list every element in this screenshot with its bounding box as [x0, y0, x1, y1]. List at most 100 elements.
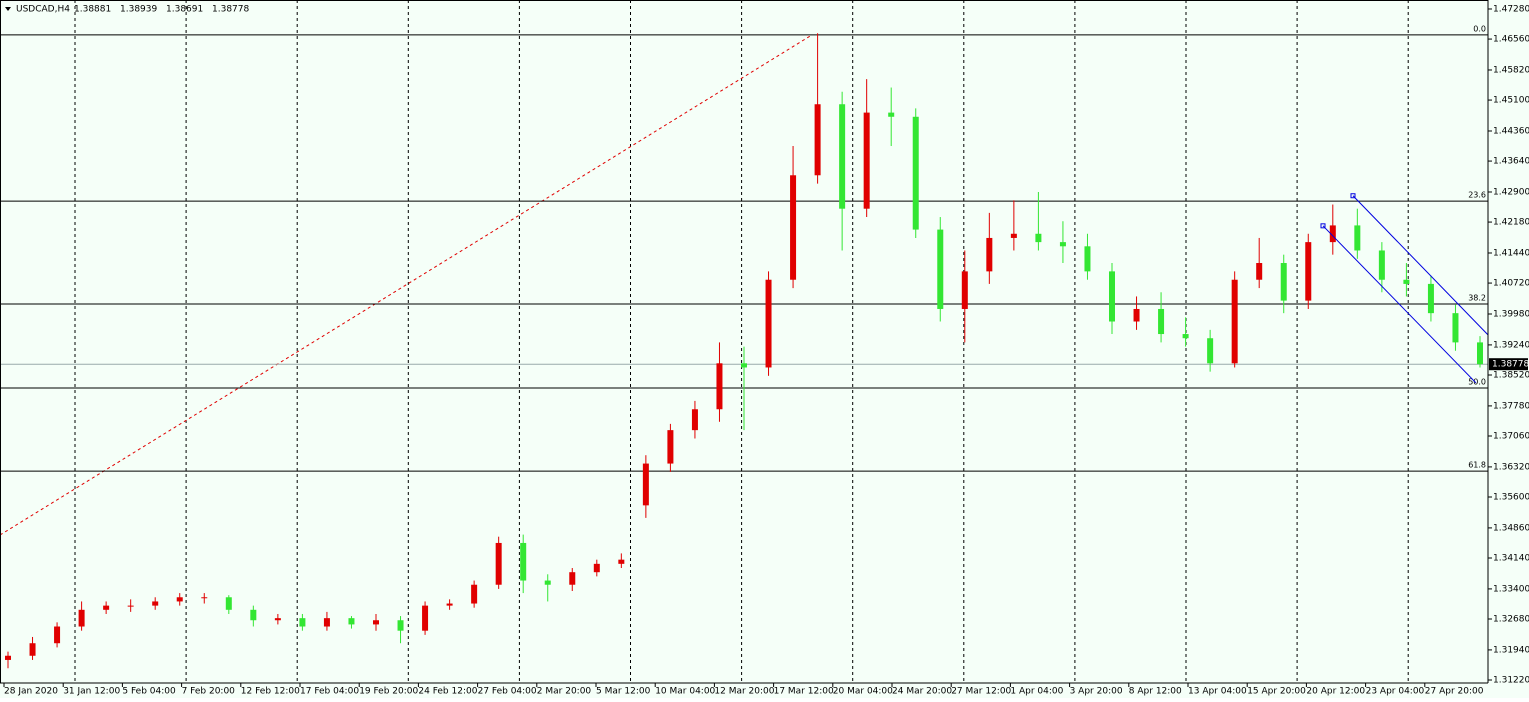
candle-body [1182, 334, 1189, 339]
x-tick-label: 15 Apr 20:00 [1247, 687, 1306, 697]
channel-upper [1352, 195, 1489, 336]
candle-body [152, 601, 159, 606]
y-tick-label: 1.36320 [1493, 462, 1529, 472]
x-tick-label: 28 Jan 2020 [4, 687, 58, 697]
menu-triangle [5, 7, 11, 11]
y-tick-label: 1.33400 [1493, 584, 1529, 594]
x-tick-label: 20 Apr 12:00 [1306, 687, 1365, 697]
candle-body [495, 542, 502, 585]
y-tick-label: 1.38520 [1493, 370, 1529, 380]
candle-body [54, 626, 61, 644]
candle-body [593, 563, 600, 573]
header-value: 1.38691 [166, 5, 203, 15]
y-tick-label: 1.45100 [1493, 96, 1529, 106]
candle-body [1427, 283, 1434, 314]
x-tick-label: 20 Mar 04:00 [833, 687, 893, 697]
channel-anchor [1350, 193, 1356, 199]
candle-body [1084, 246, 1091, 272]
y-tick-label: 1.39240 [1493, 340, 1529, 350]
y-tick-label: 1.37060 [1493, 431, 1529, 441]
candle-body [839, 104, 846, 209]
candle-body [201, 597, 208, 599]
header-value: 1.38778 [212, 5, 249, 15]
x-tick-label: 12 Mar 20:00 [714, 687, 774, 697]
candle-body [814, 104, 821, 176]
candle-body [446, 603, 453, 606]
x-tick-label: 24 Mar 20:00 [892, 687, 952, 697]
y-tick-label: 1.31220 [1493, 675, 1529, 685]
candle-body [544, 580, 551, 585]
candle-body [790, 175, 797, 280]
candle-body [1035, 233, 1042, 243]
y-tick-label: 1.37780 [1493, 401, 1529, 411]
last-price-label: 1.38778 [1492, 360, 1529, 370]
candle-body [471, 584, 478, 604]
x-tick-label: 12 Feb 12:00 [241, 687, 300, 697]
last-price-box [1489, 358, 1528, 371]
candle-body [1378, 250, 1385, 280]
candle-body [397, 620, 404, 631]
x-tick-label: 8 Apr 12:00 [1129, 687, 1182, 697]
candle-body [1158, 308, 1165, 335]
fibo-label: 0.0 [1473, 24, 1486, 33]
candle-body [373, 620, 379, 625]
y-tick-label: 1.31940 [1493, 645, 1529, 655]
candle-body [1452, 313, 1459, 343]
x-tick-label: 1 Apr 04:00 [1010, 687, 1063, 697]
candle-body [1329, 225, 1336, 243]
fibo-label: 61.8 [1468, 461, 1486, 470]
fibo-label: 50.0 [1468, 377, 1486, 386]
candle-body [961, 271, 968, 309]
symbol: USDCAD,H4 [16, 5, 70, 15]
candle-body [348, 618, 355, 625]
x-tick-label: 7 Feb 20:00 [182, 687, 236, 697]
y-tick-label: 1.34140 [1493, 553, 1529, 563]
candle-body [520, 542, 527, 581]
x-tick-label: 5 Feb 04:00 [122, 687, 176, 697]
candle-body [422, 605, 429, 631]
candle-body [1477, 342, 1483, 365]
y-tick-label: 1.44360 [1493, 126, 1529, 136]
x-tick-label: 23 Apr 04:00 [1366, 687, 1425, 697]
candle-body [1059, 242, 1066, 247]
candle-body [986, 237, 993, 272]
x-tick-label: 19 Feb 20:00 [359, 687, 418, 697]
x-tick-label: 31 Jan 12:00 [63, 687, 120, 697]
y-tick-label: 1.41440 [1493, 248, 1529, 258]
fibo-trendline [0, 34, 813, 536]
y-tick-label: 1.32680 [1493, 614, 1529, 624]
y-tick-label: 1.45820 [1493, 65, 1529, 75]
x-tick-label: 5 Mar 12:00 [596, 687, 651, 697]
y-tick-label: 1.42900 [1493, 187, 1529, 197]
y-tick-label: 1.47280 [1493, 4, 1529, 14]
channel-lower [1322, 225, 1477, 384]
candle-body [1280, 263, 1287, 301]
candle-body [1231, 279, 1238, 364]
candle-body [569, 572, 576, 585]
candle-body [1305, 242, 1312, 301]
candle-body [691, 409, 698, 431]
candle-body [274, 618, 281, 621]
x-tick-label: 27 Mar 12:00 [951, 687, 1011, 697]
x-tick-label: 17 Feb 04:00 [300, 687, 359, 697]
candle-body [1133, 308, 1140, 322]
fibo-label: 23.6 [1468, 191, 1486, 200]
candle-body [1010, 233, 1017, 238]
candle-body [225, 597, 232, 610]
y-tick-label: 1.39980 [1493, 309, 1529, 319]
candle-body [127, 605, 134, 607]
header-value: 1.38881 [74, 5, 111, 15]
candle-body [716, 363, 723, 410]
candle-body [937, 229, 944, 309]
y-tick-label: 1.35600 [1493, 492, 1529, 502]
candle-body [863, 112, 870, 209]
x-tick-label: 24 Feb 12:00 [418, 687, 477, 697]
candle-body [741, 363, 747, 368]
candle-body [1207, 338, 1214, 364]
y-tick-label: 1.34860 [1493, 523, 1529, 533]
candle-body [299, 618, 306, 627]
y-tick-label: 1.46560 [1493, 35, 1529, 45]
y-tick-label: 1.40720 [1493, 279, 1529, 289]
x-tick-label: 17 Mar 12:00 [774, 687, 834, 697]
